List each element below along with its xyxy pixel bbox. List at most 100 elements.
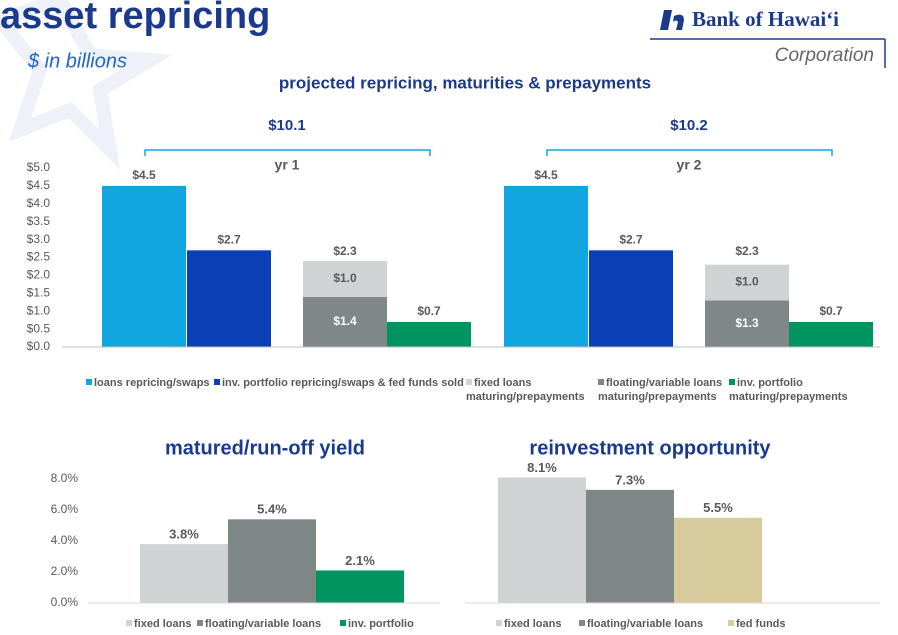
legend-item: fixed loans maturing/prepayments	[466, 376, 596, 404]
bar	[504, 185, 588, 347]
legend-item: floating/variable loans maturing/prepaym…	[598, 377, 723, 403]
value-label: $4.5	[534, 168, 558, 182]
bar	[589, 250, 673, 347]
y-tick-label: 2.0%	[51, 564, 79, 578]
y-tick-label: $2.5	[27, 250, 51, 264]
legend-label: fed funds	[736, 618, 786, 630]
legend-label: inv. portfolio repricing/swaps & fed fun…	[222, 377, 464, 389]
legend-label: fixed loans	[134, 618, 192, 630]
value-label: $2.3	[333, 244, 357, 258]
legend-item: inv. portfolio maturing/prepayments	[729, 376, 859, 404]
legend-label: inv. portfolio	[348, 618, 414, 630]
y-tick-label: $3.0	[27, 232, 51, 246]
legend-item: floating/variable loans	[579, 617, 729, 631]
bar	[498, 477, 586, 603]
legend-item: fixed loans	[126, 617, 206, 631]
bar	[316, 570, 404, 603]
logo-icon	[660, 10, 684, 30]
legend-swatch	[340, 620, 346, 626]
legend-item: inv. portfolio	[340, 617, 440, 631]
y-tick-label: $2.0	[27, 268, 51, 282]
legend-item: fixed loans	[126, 617, 206, 631]
bar	[387, 321, 471, 347]
legend-label: inv. portfolio maturing/prepayments	[729, 377, 848, 403]
y-tick-label: $3.5	[27, 214, 51, 228]
chart-title: projected repricing, maturities & prepay…	[279, 73, 651, 92]
legend-item: loans repricing/swaps	[86, 376, 216, 390]
chart-title: reinvestment opportunity	[529, 437, 771, 459]
value-label: $4.5	[132, 168, 156, 182]
legend-swatch	[86, 379, 92, 385]
legend-label: floating/variable loans	[205, 618, 322, 630]
bar	[187, 250, 271, 347]
slide-title: asset repricing	[0, 0, 270, 37]
value-label: 2.1%	[345, 553, 375, 568]
legend-item: fixed loans	[496, 617, 576, 631]
legend-label: floating/variable loans maturing/prepaym…	[598, 377, 723, 403]
y-tick-label: $0.5	[27, 321, 51, 335]
value-label: 7.3%	[615, 472, 645, 487]
group-total: $10.2	[670, 117, 708, 134]
legend-swatch	[214, 379, 220, 385]
y-tick-label: $1.0	[27, 303, 51, 317]
legend-item: floating/variable loans	[197, 617, 347, 631]
value-label: 5.5%	[703, 500, 733, 515]
legend-label: fixed loans maturing/prepayments	[466, 377, 585, 403]
logo-text: Bank of Hawaiʻi	[692, 7, 839, 31]
bar	[140, 544, 228, 603]
legend-item: inv. portfolio repricing/swaps & fed fun…	[214, 376, 466, 390]
slide-subtitle: $ in billions	[27, 50, 127, 72]
legend-item: floating/variable loans	[579, 617, 729, 631]
group-label: yr 1	[275, 157, 300, 173]
group-bracket	[144, 149, 431, 156]
bar	[586, 489, 674, 603]
legend-item: fixed loans	[496, 617, 576, 631]
legend-label: floating/variable loans	[587, 618, 704, 630]
y-tick-label: $1.5	[27, 285, 51, 299]
bar	[303, 261, 387, 297]
value-label: 5.4%	[257, 502, 287, 517]
legend-item: inv. portfolio maturing/prepayments	[729, 376, 859, 404]
group-total: $10.1	[268, 117, 306, 134]
bar	[705, 264, 789, 301]
legend-swatch	[496, 620, 502, 626]
background-star	[0, 0, 173, 171]
bar	[303, 296, 387, 347]
legend-swatch	[579, 620, 585, 626]
value-label: 3.8%	[169, 527, 199, 542]
y-tick-label: $4.0	[27, 196, 51, 210]
legend-swatch	[197, 620, 203, 626]
legend-label: fixed loans	[504, 618, 562, 630]
group-bracket	[546, 149, 833, 156]
value-label: 8.1%	[527, 460, 557, 475]
y-tick-label: 4.0%	[51, 533, 79, 547]
bar	[789, 321, 873, 347]
legend-item: fed funds	[728, 617, 828, 631]
y-tick-label: 8.0%	[51, 471, 79, 485]
value-label: $2.7	[217, 233, 241, 247]
value-label: $0.7	[819, 304, 843, 318]
y-tick-label: 6.0%	[51, 502, 79, 516]
value-label: $1.3	[735, 316, 759, 330]
bar	[228, 519, 316, 603]
y-tick-label: $4.5	[27, 178, 51, 192]
legend-label: loans repricing/swaps	[94, 377, 210, 389]
legend-swatch	[728, 620, 734, 626]
value-label: $1.4	[333, 314, 357, 328]
y-tick-label: 0.0%	[51, 595, 79, 609]
logo: Bank of Hawaiʻi Corporation	[650, 7, 886, 68]
legend-item: fixed loans maturing/prepayments	[466, 376, 596, 404]
legend-swatch	[598, 379, 604, 385]
legend-item: loans repricing/swaps	[86, 376, 216, 390]
legend-item: inv. portfolio	[340, 617, 440, 631]
value-label: $1.0	[333, 271, 357, 285]
y-tick-label: $5.0	[27, 160, 51, 174]
bar	[674, 517, 762, 603]
legend-item: fed funds	[728, 617, 828, 631]
legend-swatch	[466, 379, 472, 385]
y-tick-label: $0.0	[27, 339, 51, 353]
bar	[705, 300, 789, 347]
value-label: $2.7	[619, 233, 643, 247]
value-label: $2.3	[735, 244, 759, 258]
